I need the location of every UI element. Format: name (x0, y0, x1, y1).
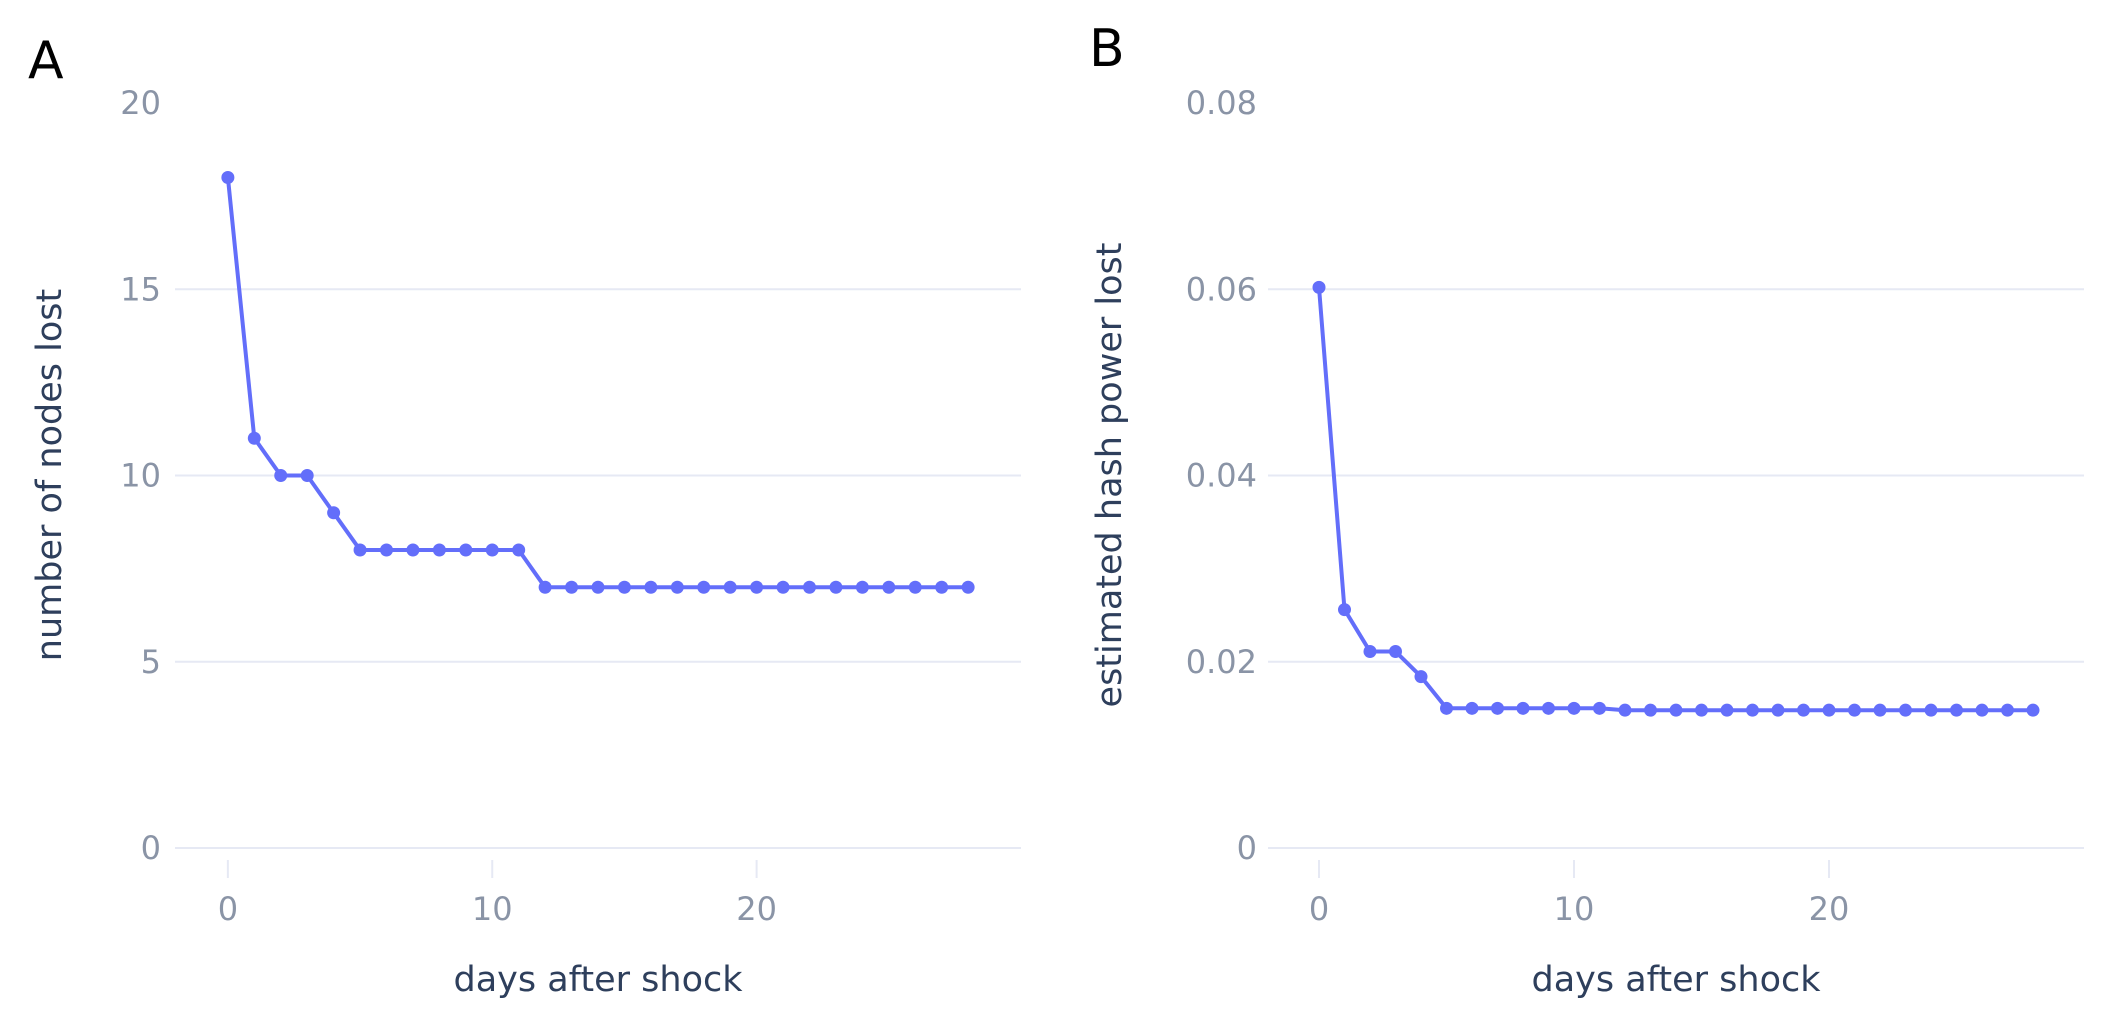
panel-a-y-axis-title: number of nodes lost (30, 289, 70, 661)
panel-a-data-point (908, 580, 922, 594)
panel-a-series-line (225, 177, 969, 590)
panel-b-gridlines (1268, 288, 2084, 878)
panel-a-data-point (961, 580, 975, 594)
panel-b-y-axis-title: estimated hash power lost (1090, 243, 1130, 708)
panel-a-data-point (221, 171, 235, 184)
panel-a-x-tick-label: 0 (218, 890, 238, 928)
panel-b-data-point (1771, 703, 1785, 717)
panel-b-data-point (1312, 280, 1326, 294)
panel-b-y-tick-label: 0.02 (1186, 643, 1257, 681)
panel-b-data-point (1491, 701, 1504, 715)
panel-b-data-point (1516, 701, 1530, 715)
panel-a-y-tick-label: 15 (120, 270, 161, 308)
panel-a-label: A (28, 31, 64, 91)
panel-a-data-point (300, 469, 314, 482)
panel-b-data-point (1542, 701, 1555, 715)
panel-a-data-point (538, 580, 552, 594)
panel-b-data-point (1389, 645, 1402, 659)
panel-b-data-point (1746, 703, 1759, 717)
panel-a-data-point (459, 543, 473, 557)
panel-a-data-point (274, 469, 288, 482)
panel-a-x-axis-title: days after shock (453, 960, 743, 1000)
panel-a-data-point (353, 543, 367, 557)
panel-a-y-tick-label: 20 (120, 84, 161, 122)
panel-a-data-point (406, 543, 420, 557)
panel-b-data-point (1414, 670, 1428, 684)
panel-a-data-point (697, 580, 711, 594)
panel-a-data-point (723, 580, 737, 594)
panel-b-y-tick-label: 0.04 (1186, 457, 1257, 495)
panel-a-data-point (565, 580, 579, 594)
panel-a-data-point (935, 580, 949, 594)
panel-b-data-point (1363, 645, 1377, 659)
panel-b-data-point (1797, 703, 1810, 717)
panel-b-data-point (1899, 703, 1912, 717)
panel-b-series-line (1317, 287, 2033, 713)
panel-b-data-point (1975, 703, 1989, 717)
panel-b-y-tick-label: 0 (1237, 829, 1257, 867)
panel-a-x-tick-label: 10 (472, 890, 513, 928)
panel-b: B estimated hash power lost days after s… (1089, 19, 2084, 1000)
panel-a-data-point (380, 543, 393, 557)
panel-b-data-point (2026, 703, 2040, 717)
panel-a-data-point (485, 543, 499, 557)
panel-b-data-point (1618, 703, 1632, 717)
panel-b-data-point (1822, 703, 1836, 717)
panel-b-data-point (1338, 603, 1351, 617)
panel-b-data-point (1848, 703, 1861, 717)
panel-b-x-axis-title: days after shock (1531, 960, 1821, 1000)
panel-b-data-point (2001, 703, 2014, 717)
panel-a-data-point (829, 580, 843, 594)
panel-a-y-tick-label: 5 (141, 643, 161, 681)
panel-b-data-point (1465, 701, 1479, 715)
panel-b-data-point (1644, 703, 1657, 717)
panel-a-data-point (855, 580, 869, 594)
panel-a-data-point (882, 580, 896, 594)
panel-b-data-point (1593, 701, 1606, 715)
panel-a-y-tick-label: 0 (141, 829, 161, 867)
panel-b-y-tick-label: 0.06 (1186, 270, 1257, 308)
panel-a-data-point (327, 506, 341, 520)
panel-a-data-point (591, 580, 605, 594)
panel-b-x-tick-label: 20 (1809, 890, 1850, 928)
panel-a-gridlines (175, 288, 1021, 878)
panel-b-data-point (1950, 703, 1963, 717)
panel-b-data-point (1669, 703, 1683, 717)
panel-a-data-point (670, 580, 684, 594)
panel-b-data-point (1695, 703, 1708, 717)
panel-a-x-tick-label: 20 (736, 890, 777, 928)
panel-b-data-point (1924, 703, 1938, 717)
panel-a-y-tick-label: 10 (120, 457, 161, 495)
panel-b-y-tick-label: 0.08 (1186, 84, 1257, 122)
panel-b-data-point (1567, 701, 1581, 715)
panel-a: A number of nodes lost days after shock … (28, 31, 1021, 1000)
panel-a-data-point (644, 580, 658, 594)
panel-a-data-point (617, 580, 631, 594)
panel-b-x-tick-label: 0 (1309, 890, 1329, 928)
panel-a-data-point (803, 580, 816, 594)
panel-a-data-point (750, 580, 764, 594)
panel-b-x-tick-label: 10 (1554, 890, 1595, 928)
panel-a-data-point (247, 431, 261, 445)
panel-b-label: B (1089, 19, 1125, 79)
panel-b-data-point (1873, 703, 1887, 717)
panel-b-data-point (1720, 703, 1734, 717)
panel-a-data-point (512, 543, 526, 557)
panel-b-data-point (1440, 701, 1453, 715)
panel-a-data-point (432, 543, 446, 557)
panel-a-data-point (776, 580, 790, 594)
